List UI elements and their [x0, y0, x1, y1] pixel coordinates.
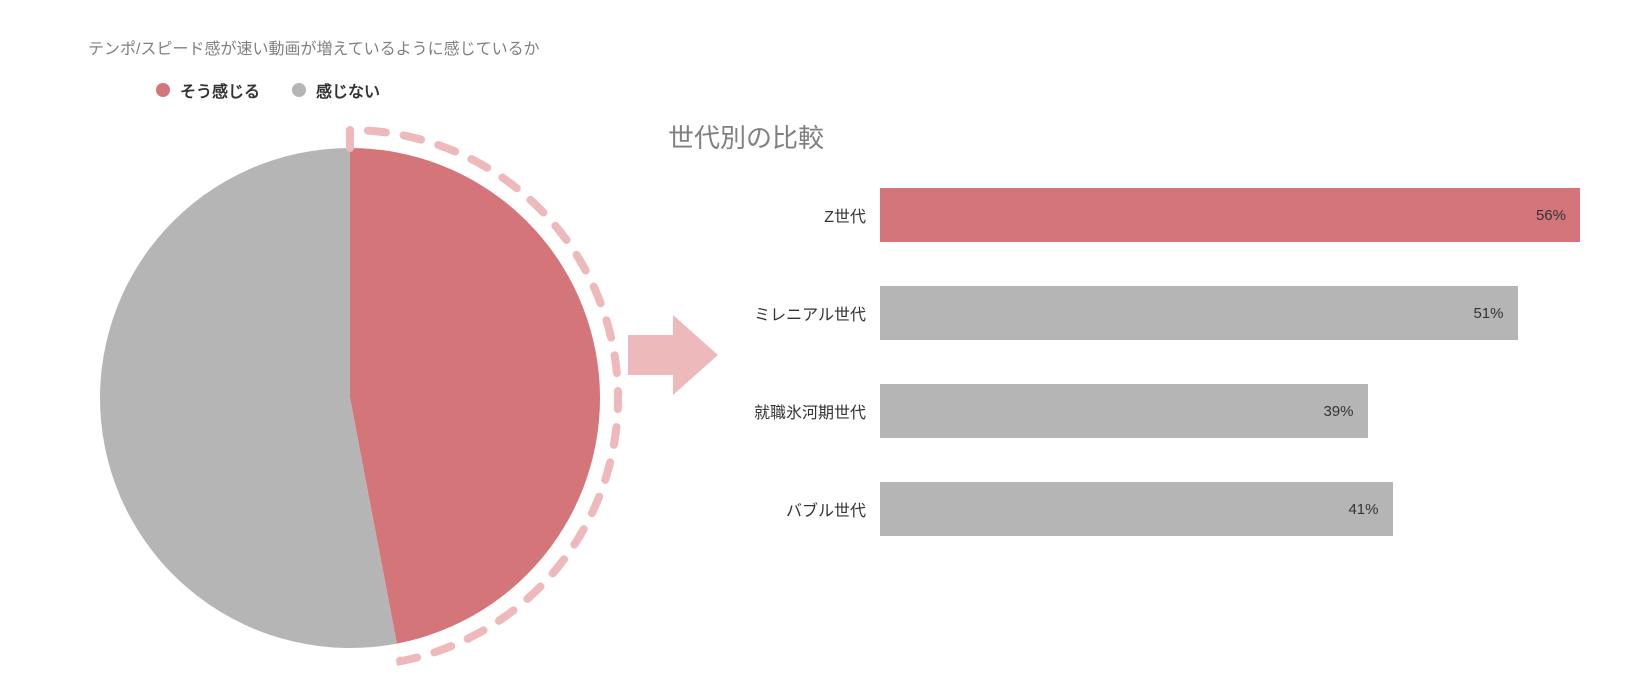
bar-value: 56%: [1536, 207, 1566, 224]
bar-chart: Z世代 56% ミレニアル世代 51% 就職氷河期世代 39% バブル世代 41%: [720, 188, 1580, 580]
legend-label: 感じない: [316, 78, 380, 102]
arrow-icon: [628, 310, 718, 400]
legend: そう感じる 感じない: [156, 78, 380, 102]
bar-label: ミレニアル世代: [720, 301, 880, 325]
bar-track: 41%: [880, 482, 1580, 536]
pie-slice: [350, 148, 600, 644]
arrow-shape: [628, 315, 718, 395]
legend-label: そう感じる: [180, 78, 260, 102]
bar-label: Z世代: [720, 203, 880, 227]
bar-track: 51%: [880, 286, 1580, 340]
legend-item: そう感じる: [156, 78, 260, 102]
chart-title: テンポ/スピード感が速い動画が増えているように感じているか: [88, 35, 540, 59]
bar-row: Z世代 56%: [720, 188, 1580, 242]
legend-swatch: [292, 83, 306, 97]
bar-fill: 56%: [880, 188, 1580, 242]
bar-value: 39%: [1323, 403, 1353, 420]
bar-fill: 51%: [880, 286, 1518, 340]
pie-svg: [70, 118, 630, 678]
bar-value: 41%: [1348, 501, 1378, 518]
bar-track: 39%: [880, 384, 1580, 438]
bar-fill: 39%: [880, 384, 1368, 438]
bar-label: 就職氷河期世代: [720, 399, 880, 423]
bar-track: 56%: [880, 188, 1580, 242]
bar-fill: 41%: [880, 482, 1393, 536]
bar-chart-title: 世代別の比較: [668, 118, 824, 155]
bar-label: バブル世代: [720, 497, 880, 521]
pie-chart: [70, 118, 630, 678]
bar-row: バブル世代 41%: [720, 482, 1580, 536]
bar-value: 51%: [1473, 305, 1503, 322]
legend-swatch: [156, 83, 170, 97]
bar-row: 就職氷河期世代 39%: [720, 384, 1580, 438]
legend-item: 感じない: [292, 78, 380, 102]
bar-row: ミレニアル世代 51%: [720, 286, 1580, 340]
